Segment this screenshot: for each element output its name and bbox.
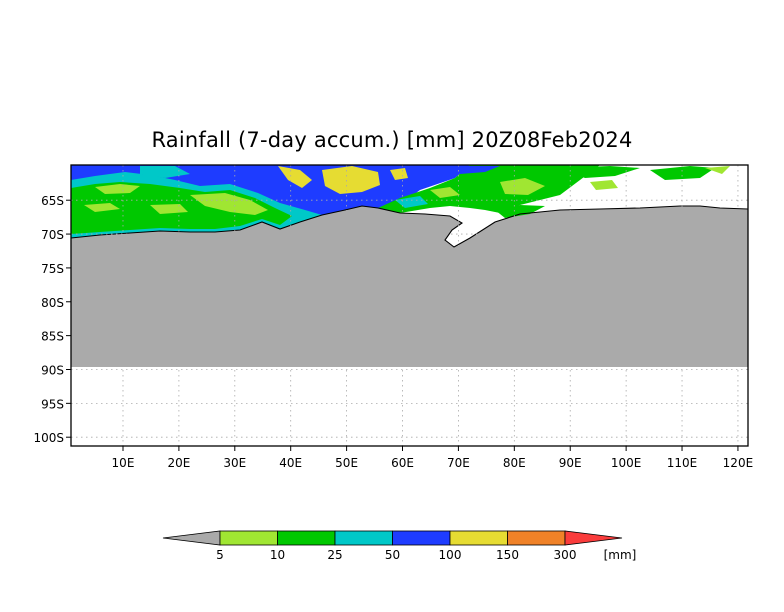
- colorbar-level-label: 150: [496, 548, 519, 562]
- lon-tick-label: 50E: [335, 456, 358, 470]
- colorbar-level-label: 50: [385, 548, 400, 562]
- lon-tick-label: 20E: [167, 456, 190, 470]
- colorbar-level-label: 300: [554, 548, 577, 562]
- lat-tick-label: 65S: [41, 194, 64, 208]
- lat-tick-label: 90S: [41, 363, 64, 377]
- lat-tick-label: 80S: [41, 296, 64, 310]
- lon-tick-label: 90E: [559, 456, 582, 470]
- map-plot-area: [71, 165, 748, 446]
- lon-tick-label: 40E: [279, 456, 302, 470]
- lon-tick-label: 60E: [391, 456, 414, 470]
- precip-field: [71, 165, 730, 238]
- lat-tick-label: 70S: [41, 228, 64, 242]
- colorbar-swatch: [507, 530, 566, 546]
- longitude-labels: 10E 20E 30E 40E 50E 60E 70E 80E 90E 100E 110E 120E: [112, 446, 754, 470]
- colorbar-swatch: [334, 530, 393, 546]
- colorbar-swatch: [219, 530, 278, 546]
- coastline: [71, 205, 748, 248]
- lat-tick-label: 85S: [41, 330, 64, 344]
- colorbar-level-label: 100: [439, 548, 462, 562]
- colorbar-level-label: 5: [216, 548, 224, 562]
- colorbar-level-label: 10: [270, 548, 285, 562]
- colorbar: 5 10 25 50 100 150 300 [mm]: [162, 530, 637, 562]
- latitude-labels: 65S 70S 75S 80S 85S 90S 95S 100S: [33, 194, 71, 445]
- map-frame: [70, 164, 749, 447]
- lon-tick-label: 100E: [611, 456, 642, 470]
- lon-tick-label: 110E: [667, 456, 698, 470]
- lon-tick-label: 10E: [112, 456, 135, 470]
- lon-tick-label: 80E: [503, 456, 526, 470]
- colorbar-swatch: [449, 530, 508, 546]
- lon-tick-label: 120E: [723, 456, 754, 470]
- colorbar-level-label: 25: [327, 548, 342, 562]
- colorbar-swatch: [277, 530, 336, 546]
- land-mass: [71, 206, 748, 367]
- lat-tick-label: 100S: [33, 431, 64, 445]
- map-title: Rainfall (7-day accum.) [mm] 20Z08Feb202…: [151, 128, 633, 152]
- map-grid: [71, 165, 748, 446]
- colorbar-swatch: [392, 530, 451, 546]
- colorbar-unit-label: [mm]: [604, 548, 637, 562]
- colorbar-under-triangle: [162, 530, 221, 546]
- lat-tick-label: 75S: [41, 262, 64, 276]
- lat-tick-label: 95S: [41, 397, 64, 411]
- colorbar-over-triangle: [564, 530, 623, 546]
- lon-tick-label: 70E: [447, 456, 470, 470]
- lon-tick-label: 30E: [223, 456, 246, 470]
